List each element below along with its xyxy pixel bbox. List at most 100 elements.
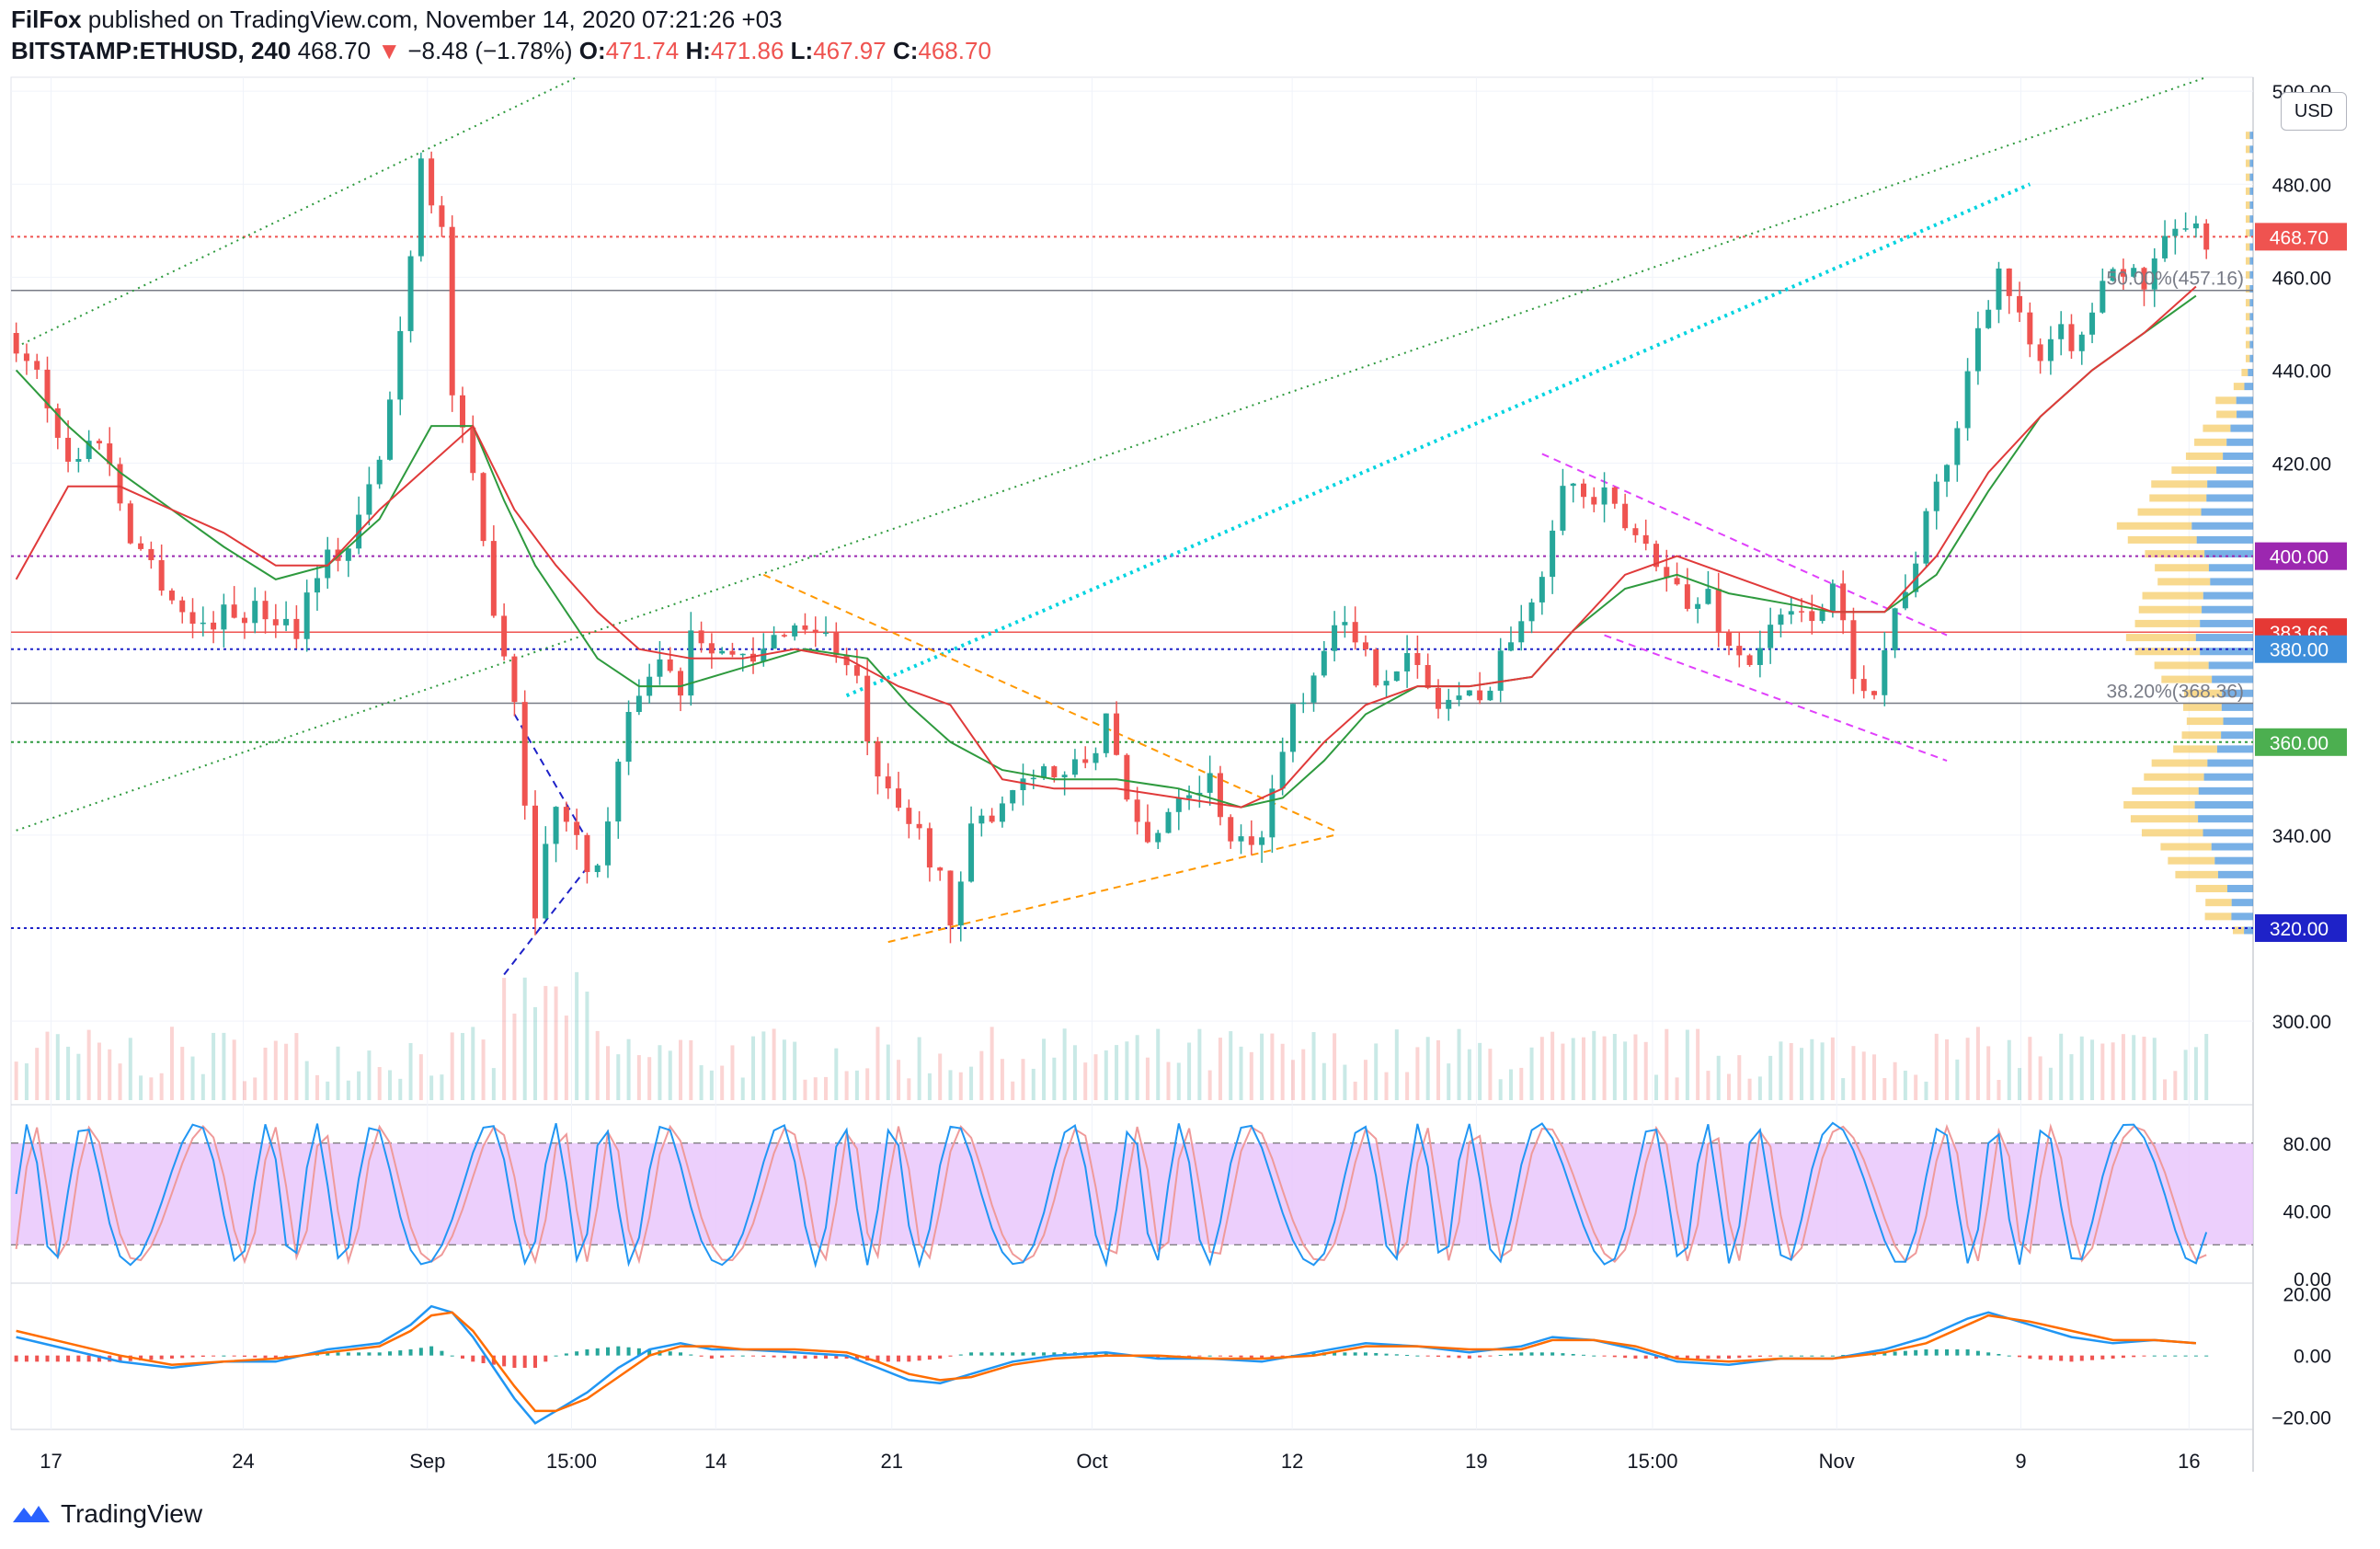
volume-bar (2193, 1047, 2198, 1100)
macd-histogram-bar (14, 1355, 18, 1362)
y-tick-label: 440.00 (2272, 361, 2331, 382)
volume-bar (740, 1077, 745, 1100)
macd-histogram-bar (263, 1355, 268, 1359)
volume-profile-bar (2246, 132, 2250, 140)
volume-bar (544, 985, 548, 1100)
candle-body (1788, 611, 1794, 615)
volume-profile-bar (2203, 829, 2253, 837)
macd-histogram-bar (813, 1355, 818, 1359)
candle-body (211, 622, 217, 630)
candle-body (937, 867, 944, 871)
volume-profile-bar (2215, 396, 2237, 405)
macd-histogram-bar (2152, 1355, 2157, 1357)
candle-body (1560, 486, 1566, 531)
macd-histogram-bar (1914, 1349, 1918, 1356)
volume-bar (1353, 1081, 1357, 1100)
macd-histogram-bar (740, 1355, 745, 1357)
volume-bar (958, 1072, 963, 1100)
macd-histogram-bar (1841, 1354, 1846, 1356)
macd-histogram-bar (564, 1353, 568, 1356)
macd-histogram-bar (1467, 1355, 1471, 1359)
macd-histogram-bar (1239, 1355, 1243, 1358)
volume-profile-bar (2203, 591, 2253, 600)
candle-body (823, 632, 830, 635)
volume-bar (1457, 1028, 1461, 1100)
volume-bar (460, 1033, 464, 1100)
candle-body (221, 604, 227, 630)
price-label-box (2255, 728, 2347, 756)
price-chart[interactable]: 1724Sep15:001421Oct121915:00Nov916500.00… (0, 0, 2380, 1490)
volume-bar (367, 1050, 372, 1100)
macd-histogram-bar (897, 1355, 901, 1362)
volume-bar (1239, 1046, 1243, 1100)
candle-body (875, 741, 881, 777)
candle-body (148, 548, 154, 560)
volume-bar (689, 1039, 693, 1100)
candle-body (459, 395, 465, 428)
trend-line (1541, 453, 1948, 637)
volume-profile-bar (2207, 759, 2253, 767)
volume-bar (24, 1063, 29, 1100)
candle-body (1539, 577, 1545, 602)
volume-bar (1592, 1030, 1596, 1100)
tradingview-brand[interactable]: TradingView (61, 1499, 203, 1528)
volume-profile-bar (2207, 480, 2253, 488)
candle-body (1393, 671, 1400, 682)
volume-profile-bar (2183, 703, 2222, 711)
volume-bar (1249, 1051, 1253, 1100)
macd-histogram-bar (979, 1352, 984, 1356)
candle-body (272, 619, 279, 625)
macd-histogram-bar (2007, 1355, 2011, 1357)
macd-histogram-bar (1478, 1355, 1482, 1358)
candle-body (2151, 258, 2157, 290)
macd-histogram-bar (990, 1352, 994, 1356)
macd-histogram-bar (709, 1355, 714, 1359)
volume-bar (1260, 1033, 1264, 1100)
candle-body (1020, 778, 1026, 791)
volume-bar (2152, 1038, 2157, 1100)
candle-body (802, 625, 808, 630)
volume-bar (1800, 1048, 1804, 1100)
volume-bar (212, 1032, 216, 1100)
volume-profile-bar (2216, 745, 2253, 753)
candle-body (1175, 797, 1182, 812)
macd-histogram-bar (1561, 1353, 1565, 1356)
price-label-box (2255, 635, 2347, 663)
candle-body (1632, 528, 1639, 535)
volume-profile-bar (2134, 619, 2201, 627)
volume-profile-bar (2157, 578, 2211, 586)
macd-histogram-bar (616, 1346, 621, 1356)
volume-profile-bar (2212, 675, 2253, 683)
volume-bar (1675, 1077, 1679, 1100)
macd-histogram-bar (1945, 1348, 1950, 1356)
candle-body (34, 361, 40, 370)
macd-histogram-bar (2100, 1355, 2105, 1360)
macd-histogram-bar (854, 1355, 859, 1360)
macd-histogram-bar (834, 1355, 839, 1359)
candle-body (168, 591, 175, 601)
volume-bar (149, 1077, 154, 1100)
candle-body (688, 630, 694, 696)
candle-body (812, 629, 818, 634)
candle-body (543, 843, 549, 919)
volume-bar (1633, 1034, 1638, 1100)
volume-bar (1789, 1042, 1793, 1100)
volume-profile-bar (2246, 340, 2250, 349)
macd-line (16, 1304, 2196, 1425)
candle-body (1051, 766, 1058, 778)
macd-histogram-bar (1394, 1354, 1399, 1356)
open-value: 471.74 (605, 37, 680, 64)
trend-line (16, 76, 2207, 832)
volume-bar (1436, 1039, 1440, 1100)
candle-body (449, 226, 455, 396)
volume-profile-bar (2246, 299, 2250, 307)
macd-histogram-bar (1623, 1355, 1628, 1359)
currency-button[interactable]: USD (2281, 92, 2347, 131)
volume-profile-bar (2226, 438, 2253, 446)
publisher-name[interactable]: FilFox (11, 6, 82, 33)
candle-body (708, 643, 715, 654)
volume-bar (917, 1037, 921, 1100)
candle-body (1923, 511, 1929, 564)
macd-histogram-bar (720, 1355, 725, 1358)
candle-body (978, 815, 985, 824)
